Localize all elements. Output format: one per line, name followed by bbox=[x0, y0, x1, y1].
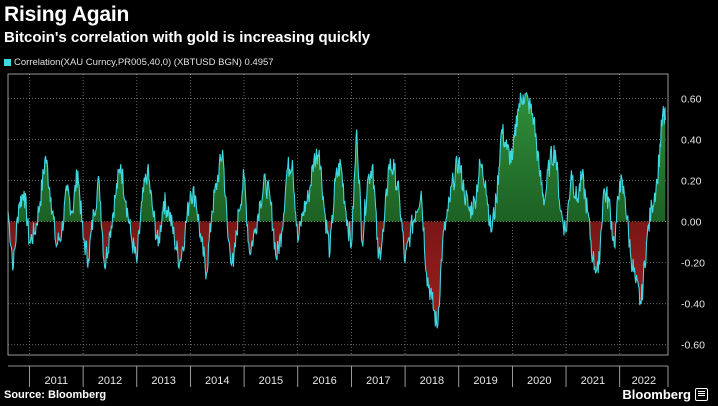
x-tick-label: 2011 bbox=[44, 375, 68, 387]
negative-area bbox=[8, 221, 666, 329]
x-tick-label: 2017 bbox=[366, 375, 390, 387]
y-tick-label: 0.60 bbox=[681, 94, 702, 106]
y-tick-label: -0.60 bbox=[681, 340, 705, 352]
plot-frame bbox=[7, 73, 669, 356]
x-tick-label: 2016 bbox=[312, 375, 336, 387]
y-tick-label: -0.20 bbox=[681, 258, 705, 270]
chart-title: Rising Again bbox=[4, 3, 130, 26]
bloomberg-icon bbox=[695, 388, 708, 401]
legend-label: Correlation(XAU Curncy,PR005,40,0) (XBTU… bbox=[14, 57, 274, 68]
chart-subtitle: Bitcoin's correlation with gold is incre… bbox=[4, 29, 371, 46]
brand-name: Bloomberg bbox=[622, 387, 691, 402]
y-tick-label: 0.00 bbox=[681, 217, 702, 229]
x-tick-label: 2012 bbox=[98, 375, 122, 387]
x-tick-label: 2021 bbox=[581, 375, 605, 387]
axis-layer: 0.60 0.40 0.20 0.00 -0.20 -0.40 -0.60 2011 2012 2… bbox=[7, 73, 705, 387]
positive-area bbox=[8, 92, 666, 222]
x-tick-label: 2013 bbox=[151, 375, 175, 387]
line-layer bbox=[7, 91, 666, 329]
x-tick-label: 2020 bbox=[527, 375, 551, 387]
x-tick-label: 2022 bbox=[632, 375, 656, 387]
y-tick-label: 0.40 bbox=[681, 135, 702, 147]
legend-swatch bbox=[4, 59, 11, 66]
source-note: Source: Bloomberg bbox=[4, 389, 107, 401]
x-tick-label: 2015 bbox=[259, 375, 283, 387]
chart-legend: Correlation(XAU Curncy,PR005,40,0) (XBTU… bbox=[4, 57, 274, 68]
x-tick-label: 2019 bbox=[473, 375, 497, 387]
x-tick-label: 2014 bbox=[205, 375, 229, 387]
correlation-line bbox=[7, 91, 666, 329]
fill-layer bbox=[8, 92, 666, 329]
y-tick-label: -0.40 bbox=[681, 299, 705, 311]
x-tick-label: 2018 bbox=[420, 375, 444, 387]
y-tick-label: 0.20 bbox=[681, 176, 702, 188]
brand-logo: Bloomberg bbox=[622, 387, 708, 402]
